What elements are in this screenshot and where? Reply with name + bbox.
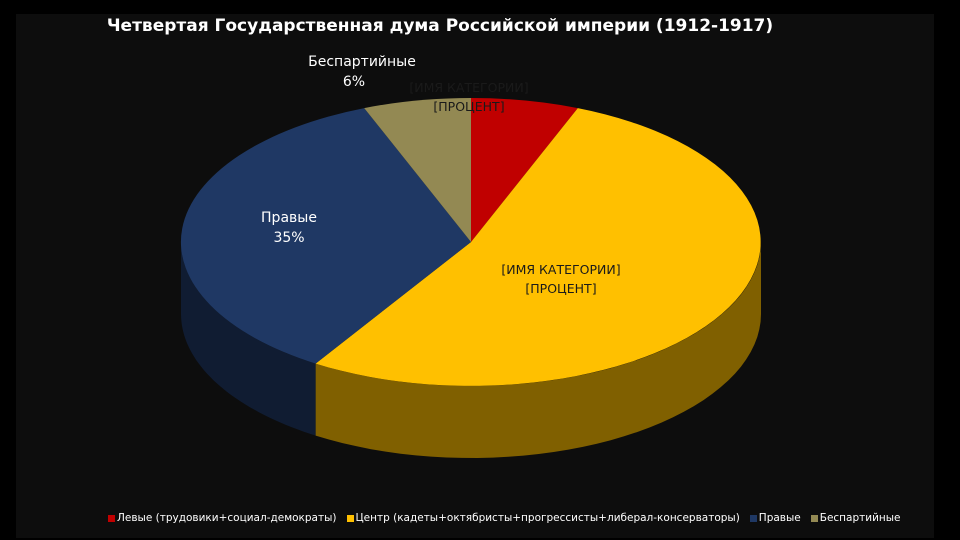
legend-label-nonparty: Беспартийные (819, 512, 901, 524)
pie-slice-center (315, 108, 761, 386)
legend-swatch-center (346, 514, 354, 522)
legend-item-right: Правые (749, 512, 801, 524)
data-label-nonparty: Беспартийные 6% (292, 52, 432, 92)
data-label-center-value: [ПРОЦЕНТ] (525, 281, 597, 296)
legend-item-nonparty: Беспартийные (810, 512, 901, 524)
data-label-nonparty-name: Беспартийные (308, 54, 416, 70)
data-label-center: [ИМЯ КАТЕГОРИИ] [ПРОЦЕНТ] (490, 260, 632, 298)
data-label-nonparty-value: 6% (342, 74, 366, 90)
data-label-left: [ИМЯ КАТЕГОРИИ] [ПРОЦЕНТ] (398, 78, 540, 116)
data-label-right: Правые 35% (244, 208, 334, 248)
pie-slice-left (471, 97, 578, 242)
legend-swatch-right (749, 514, 757, 522)
legend-item-center: Центр (кадеты+октябристы+прогрессисты+ли… (346, 512, 740, 524)
chart-legend: Левые (трудовики+социал-демократы) Центр… (108, 511, 911, 525)
legend-swatch-nonparty (810, 514, 818, 522)
data-label-left-name: [ИМЯ КАТЕГОРИИ] (409, 80, 529, 95)
legend-label-left: Левые (трудовики+социал-демократы) (117, 512, 337, 524)
data-label-right-value: 35% (273, 230, 305, 246)
data-label-center-name: [ИМЯ КАТЕГОРИИ] (501, 262, 621, 277)
data-label-left-value: [ПРОЦЕНТ] (433, 99, 505, 114)
legend-label-center: Центр (кадеты+октябристы+прогрессисты+ли… (355, 512, 740, 524)
legend-label-right: Правые (758, 512, 801, 524)
pie-slice-nonparty (364, 97, 471, 242)
legend-item-left: Левые (трудовики+социал-демократы) (108, 512, 337, 524)
pie-slice-right-side (181, 242, 316, 436)
pie-slice-center-side (315, 242, 761, 458)
pie-slice-right (180, 108, 471, 364)
legend-swatch-left (108, 514, 115, 522)
data-label-right-name: Правые (261, 210, 317, 226)
chart-title: Четвертая Государственная дума Российско… (106, 16, 774, 36)
